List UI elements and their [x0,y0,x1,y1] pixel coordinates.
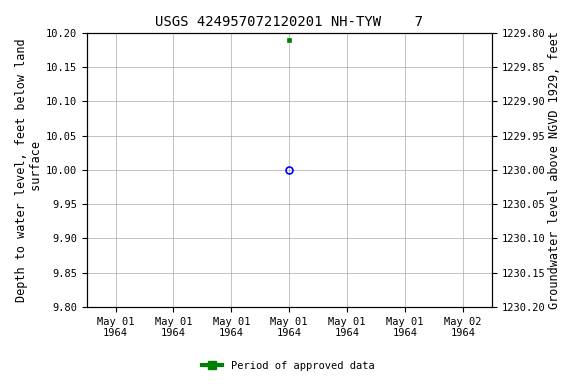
Y-axis label: Groundwater level above NGVD 1929, feet: Groundwater level above NGVD 1929, feet [548,31,561,309]
Y-axis label: Depth to water level, feet below land
 surface: Depth to water level, feet below land su… [15,38,43,302]
Title: USGS 424957072120201 NH-TYW    7: USGS 424957072120201 NH-TYW 7 [156,15,423,29]
Legend: Period of approved data: Period of approved data [198,357,378,375]
